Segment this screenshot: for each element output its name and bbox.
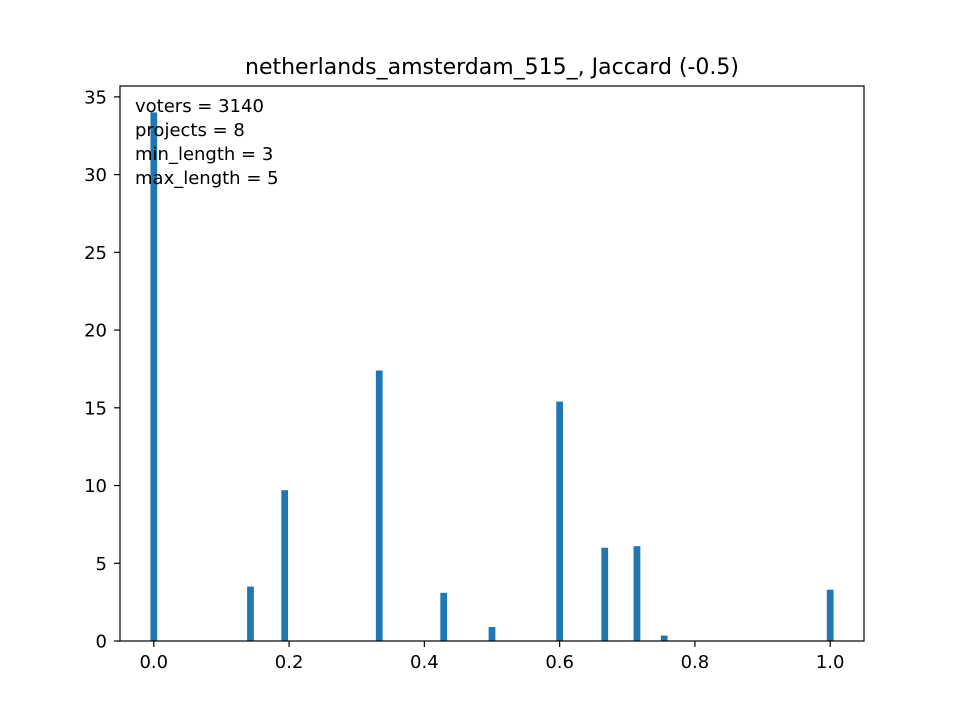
histogram-bar — [375, 370, 383, 641]
annotation-line: voters = 3140 — [135, 96, 264, 117]
x-tick-label: 0.8 — [681, 652, 710, 673]
x-tick-label: 0.4 — [410, 652, 439, 673]
histogram-bar — [440, 592, 448, 641]
histogram-bar — [247, 586, 254, 641]
histogram-bar — [556, 401, 564, 641]
y-tick-label: 25 — [84, 243, 107, 264]
x-tick-label: 0.6 — [545, 652, 574, 673]
annotation-line: max_length = 5 — [135, 168, 279, 189]
y-tick-label: 20 — [84, 321, 107, 342]
y-tick-label: 5 — [96, 554, 107, 575]
y-tick-label: 0 — [96, 632, 107, 653]
histogram-bar — [660, 635, 668, 641]
annotation-line: projects = 8 — [135, 120, 245, 141]
x-axis: 0.0 0.2 0.4 0.6 0.8 1.0 — [139, 641, 845, 673]
annotation-line: min_length = 3 — [135, 144, 273, 165]
histogram-bar — [150, 112, 158, 642]
y-tick-label: 10 — [84, 476, 107, 497]
y-tick-label: 15 — [84, 398, 107, 419]
y-tick-label: 30 — [84, 165, 107, 186]
histogram-bar — [826, 589, 834, 641]
x-tick-label: 0.0 — [139, 652, 168, 673]
chart-title: netherlands_amsterdam_515_, Jaccard (-0.… — [245, 55, 739, 80]
y-tick-label: 35 — [84, 87, 107, 108]
y-axis: 0 5 10 15 20 25 30 35 — [84, 87, 120, 653]
bars-group — [150, 112, 834, 642]
axes-frame — [119, 85, 865, 642]
histogram-bar — [601, 547, 609, 641]
x-tick-label: 0.2 — [275, 652, 304, 673]
histogram-bar — [488, 627, 496, 641]
x-tick-label: 1.0 — [816, 652, 845, 673]
histogram-bar — [281, 490, 289, 641]
stats-annotation: voters = 3140 projects = 8 min_length = 3 m… — [135, 96, 279, 189]
histogram-bar — [633, 546, 641, 641]
plot-area — [119, 85, 865, 642]
